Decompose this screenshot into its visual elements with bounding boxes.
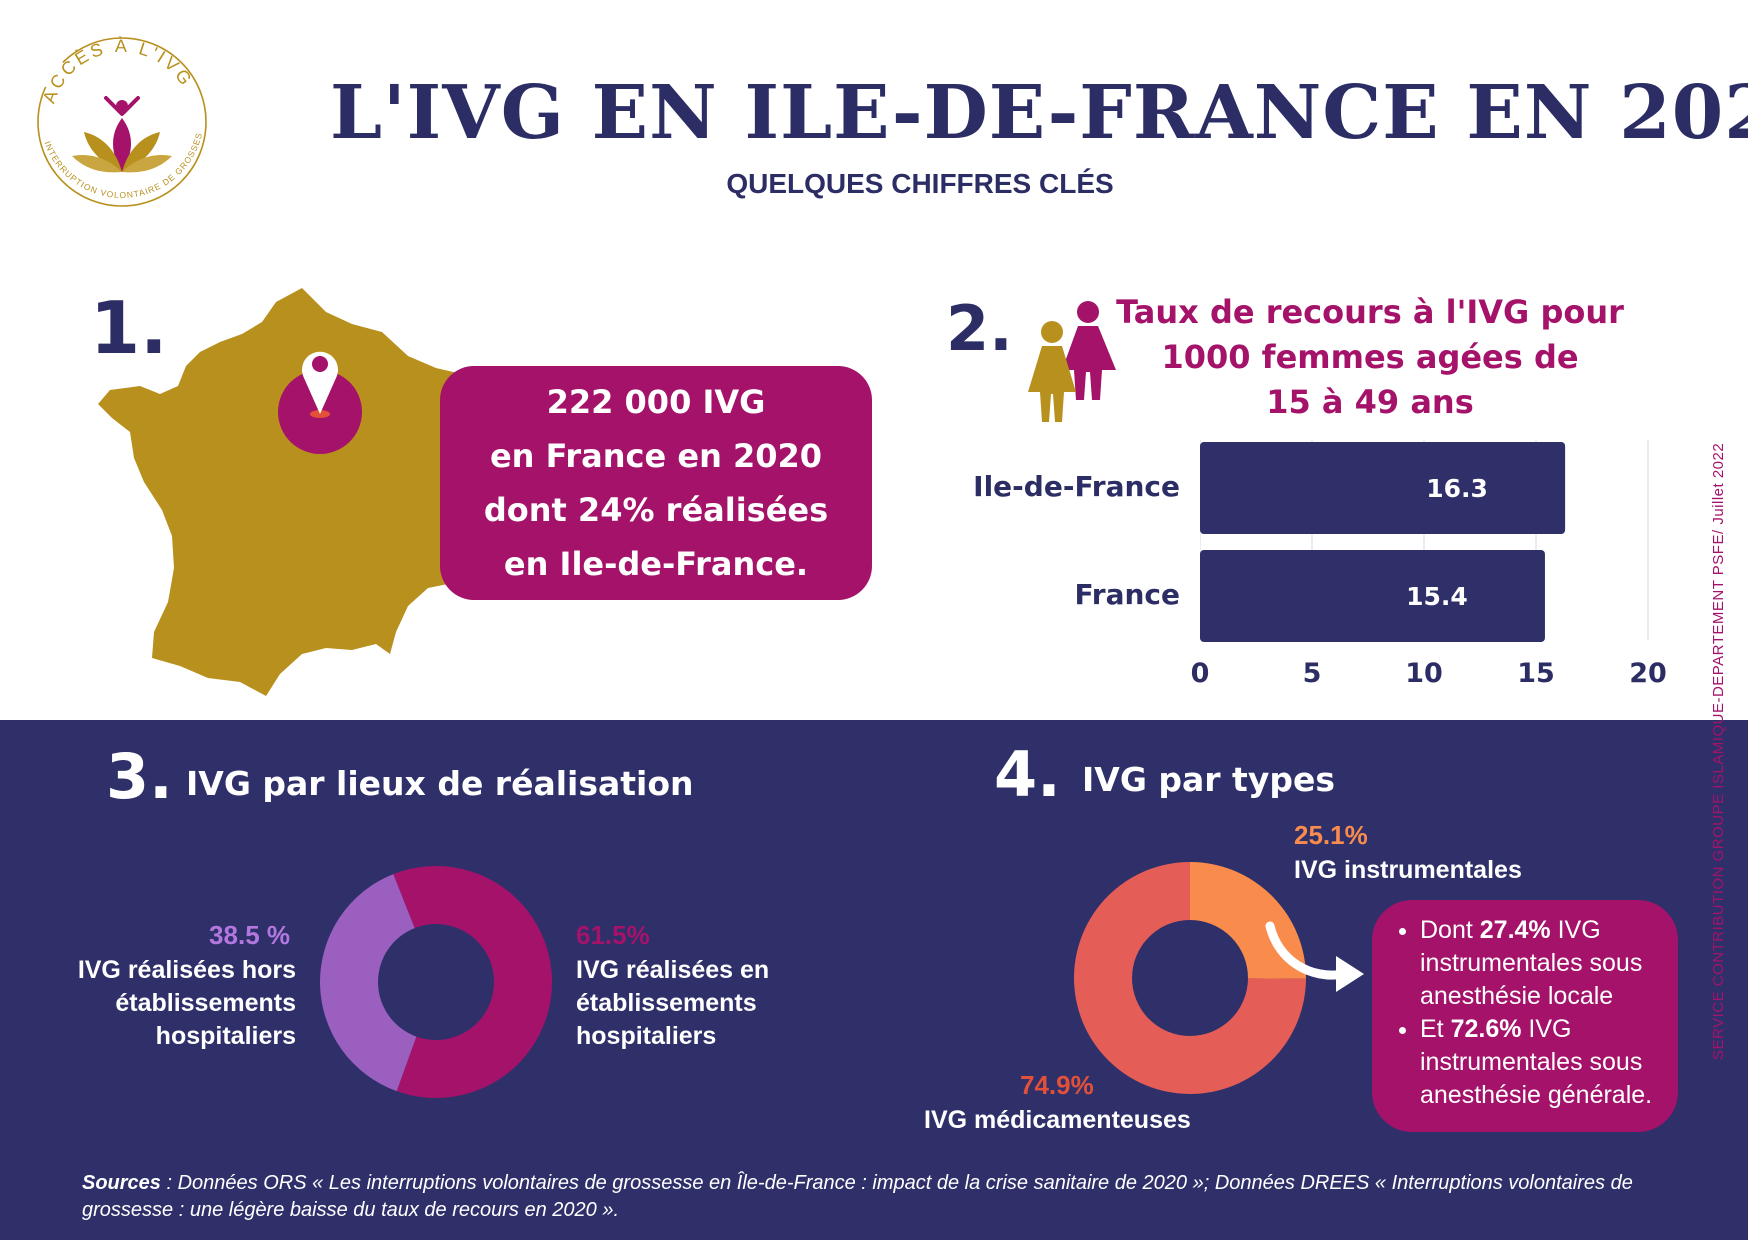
x-tick-label: 5 — [1302, 658, 1322, 689]
pct-in-hospital: 61.5% — [576, 920, 650, 950]
bar-label-france: France — [1074, 578, 1180, 611]
section2-title-line-2: 1000 femmes agées de — [1161, 338, 1579, 376]
location-pin-icon — [302, 351, 338, 414]
label-outside-line-3: hospitaliers — [155, 1022, 296, 1050]
donut-slice-medication — [1074, 862, 1306, 1094]
bubble-line-4: en Ile-de-France. — [503, 545, 809, 583]
svg-text:ACCÈS À L'IVG: ACCÈS À L'IVG — [39, 36, 197, 106]
section3-title: IVG par lieux de réalisation — [186, 764, 694, 803]
section4-title: IVG par types — [1082, 760, 1335, 799]
label-in-line-2: établissements — [576, 989, 757, 1017]
side-credit-navy: -DEPARTEMENT PSFE/ Juillet 2022 — [1710, 442, 1727, 703]
side-credit-pink: SERVICE CONTRIBUTION GROUPE ISLAMIQUE — [1710, 702, 1727, 1060]
rate-bar-chart: 16.3 15.4 — [1200, 440, 1649, 642]
section3-number: 3. — [106, 740, 173, 813]
bar-france — [1200, 550, 1545, 642]
sources-text: : Données ORS « Les interruptions volont… — [82, 1172, 1633, 1221]
lotus-icon — [72, 96, 172, 173]
label-in-line-3: hospitaliers — [576, 1022, 717, 1050]
label-outside-hospital: IVG réalisées hors établissements hospit… — [30, 954, 296, 1053]
france-map — [98, 288, 478, 696]
side-credit-text: SERVICE CONTRIBUTION GROUPE ISLAMIQUE-DE… — [1710, 443, 1727, 1060]
section1-number: 1. — [90, 286, 168, 370]
bar-value-label: 16.3 — [1426, 474, 1488, 503]
places-donut — [320, 866, 552, 1098]
sources-note: Sources : Données ORS « Les interruption… — [82, 1170, 1682, 1224]
x-tick-label: 10 — [1405, 658, 1443, 689]
sources-label: Sources — [82, 1172, 161, 1194]
bubble-line-2: en France en 2020 — [489, 437, 823, 475]
section2-title-line-1: Taux de recours à l'IVG pour — [1116, 293, 1624, 331]
bar-label-idf: Ile-de-France — [973, 470, 1180, 503]
instrumental-details-bubble: Dont 27.4% IVG instrumentales sous anest… — [1372, 900, 1678, 1132]
section2-title: Taux de recours à l'IVG pour 1000 femmes… — [1110, 290, 1630, 425]
side-credit: SERVICE CONTRIBUTION GROUPE ISLAMIQUE-DE… — [1706, 443, 1732, 1060]
x-tick-label: 15 — [1517, 658, 1555, 689]
x-tick-label: 0 — [1190, 658, 1210, 689]
section2-title-line-3: 15 à 49 ans — [1266, 383, 1474, 421]
label-outside-line-2: établissements — [115, 989, 296, 1017]
x-tick-label: 20 — [1629, 658, 1667, 689]
label-in-hospital: IVG réalisées en établissements hospital… — [576, 954, 816, 1053]
label-outside-line-1: IVG réalisées hors — [77, 956, 296, 984]
bar-idf — [1200, 442, 1566, 534]
detail-general-anesthesia: Et 72.6% IVG instrumentales sous anesthé… — [1420, 1013, 1664, 1112]
page-subtitle: QUELQUES CHIFFRES CLÉS — [726, 168, 1114, 199]
bubble-line-1: 222 000 IVG — [546, 383, 766, 421]
section4-number: 4. — [994, 738, 1061, 811]
logo: ACCÈS À L'IVG INTERRUPTION VOLONTAIRE DE… — [19, 14, 222, 222]
donut-slice-in-hospital — [393, 866, 552, 1098]
women-icon — [1028, 301, 1116, 422]
curved-arrow-icon — [1265, 921, 1364, 992]
logo-top-text: ACCÈS À L'IVG — [39, 36, 194, 106]
logo-emblem: ACCÈS À L'IVG INTERRUPTION VOLONTAIRE DE… — [19, 14, 207, 207]
section2-number: 2. — [946, 292, 1013, 365]
page-title: L'IVG EN ILE-DE-FRANCE EN 2020 — [330, 70, 1748, 156]
pct-medication: 74.9% — [1020, 1070, 1094, 1100]
france-total-bubble: 222 000 IVG en France en 2020 dont 24% r… — [440, 366, 872, 600]
donut-slice-outside-hospital — [320, 874, 417, 1092]
label-in-line-1: IVG réalisées en — [576, 956, 770, 984]
bubble-line-3: dont 24% réalisées — [483, 491, 829, 529]
bar-value-label: 15.4 — [1406, 582, 1468, 611]
label-medication: IVG médicamenteuses — [924, 1106, 1191, 1134]
pct-outside-hospital: 38.5 % — [209, 920, 290, 950]
pct-instrumental: 25.1% — [1294, 820, 1368, 850]
detail-local-anesthesia: Dont 27.4% IVG instrumentales sous anest… — [1420, 914, 1664, 1013]
label-instrumental: IVG instrumentales — [1294, 856, 1522, 884]
